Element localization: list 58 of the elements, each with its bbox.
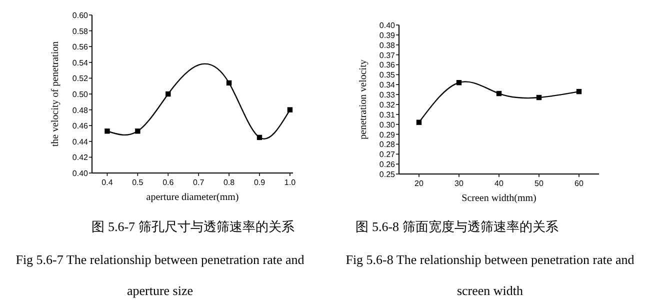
x-axis-title: aperture diameter(mm) — [146, 192, 239, 203]
y-tick-label: 0.31 — [379, 110, 396, 120]
point — [104, 128, 110, 134]
y-tick-label: 0.58 — [72, 26, 89, 36]
point — [576, 88, 582, 94]
y-tick-label: 0.48 — [72, 106, 89, 115]
y-tick-label: 0.40 — [379, 21, 396, 30]
y-tick-label: 0.25 — [379, 170, 396, 179]
x-tick-label: 0.6 — [162, 178, 174, 187]
caption: 图 5.6-8 筛面宽度与透筛速率的关系 — [356, 219, 558, 234]
text: Fig 5.6-7 The relationship between penetration rate and aperture size — [16, 252, 304, 298]
y-tick-label: 0.32 — [379, 100, 396, 110]
x-tick-label: 50 — [534, 179, 544, 188]
y-tick-label: 0.28 — [379, 140, 396, 150]
x-tick-label: 20 — [414, 179, 424, 188]
y-tick-label: 0.50 — [72, 90, 89, 99]
x-tick-label: 1.0 — [284, 178, 296, 187]
y-axis-title: the velocity of penetration — [50, 41, 61, 147]
x-tick-label: 0.4 — [102, 178, 114, 187]
point — [287, 107, 293, 112]
y-tick-label: 0.37 — [379, 50, 396, 60]
x-tick-label: 40 — [494, 179, 504, 188]
point — [166, 91, 171, 97]
y-tick-label: 0.40 — [72, 169, 89, 178]
y-tick-label: 0.46 — [72, 122, 89, 131]
point — [536, 94, 542, 100]
y-tick-label: 0.52 — [72, 74, 89, 84]
y-tick-label: 0.26 — [379, 160, 396, 170]
y-axis-title: penetration velocity — [358, 60, 369, 140]
y-tick-label: 0.60 — [72, 11, 89, 20]
point — [135, 128, 140, 134]
x-tick-label: 0.9 — [254, 178, 266, 187]
y-tick-label: 0.34 — [379, 80, 396, 90]
y-tick-label: 0.27 — [379, 150, 396, 160]
y-tick-label: 0.36 — [379, 60, 396, 70]
point — [256, 134, 262, 140]
point — [456, 80, 462, 86]
x-tick-label: 0.5 — [132, 178, 144, 187]
y-tick-label: 0.35 — [379, 70, 396, 80]
y-tick-label: 0.29 — [379, 130, 396, 140]
y-tick-label: 0.30 — [379, 120, 396, 130]
x-axis-title: Screen width(mm) — [462, 193, 536, 204]
y-tick-label: 0.56 — [72, 42, 89, 52]
y-tick-label: 0.33 — [379, 90, 396, 100]
y-tick-label: 0.39 — [379, 30, 396, 40]
x-tick-label: 0.7 — [193, 178, 205, 187]
text: Fig 5.6-8 The relationship between penetration rate and screen width — [346, 252, 634, 298]
x-tick-label: 0.8 — [223, 178, 236, 187]
point — [416, 120, 422, 125]
point — [226, 80, 232, 86]
x-tick-label: 60 — [574, 179, 584, 188]
y-tick-label: 0.54 — [72, 58, 89, 68]
y-tick-label: 0.44 — [72, 137, 89, 146]
point — [496, 90, 502, 96]
y-tick-label: 0.38 — [379, 40, 396, 50]
y-tick-label: 0.42 — [72, 153, 89, 162]
x-tick-label: 30 — [454, 179, 464, 188]
caption: 图 5.6-7 筛孔尺寸与透筛速率的关系 — [92, 219, 294, 234]
